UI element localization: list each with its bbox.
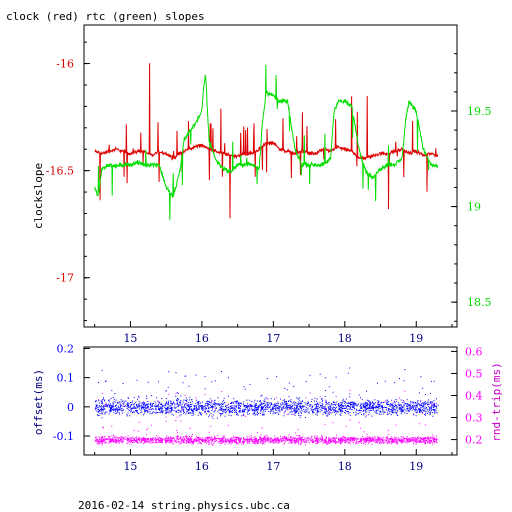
- scatter-points-rnd-trip: [94, 389, 439, 446]
- top-left-y-tick-label: -16.5: [46, 165, 74, 178]
- top-x-tick-label: 15: [123, 332, 137, 345]
- series-line-clock: [94, 63, 439, 219]
- bottom-right-y-tick-label: 0.2: [465, 434, 483, 447]
- top-left-y-tick-label: -17: [56, 272, 74, 285]
- bottom-plot-area: [94, 367, 439, 446]
- series-line-rtc: [94, 64, 439, 220]
- bottom-left-y-tick-label: -0.1: [53, 430, 74, 443]
- top-x-tick-label: 16: [195, 332, 209, 345]
- series-points-rnd-trip: [94, 389, 439, 446]
- bottom-x-tick-label: 15: [123, 460, 137, 473]
- bottom-plot-frame: [83, 346, 458, 456]
- bottom-right-y-tick-label: 0.4: [465, 389, 483, 402]
- bottom-x-tick-label: 19: [409, 460, 423, 473]
- top-plot-area: [94, 63, 439, 220]
- top-x-tick-label: 17: [266, 332, 280, 345]
- bottom-left-y-axis-label: offset(ms): [32, 369, 45, 435]
- bottom-x-tick-label: 18: [338, 460, 352, 473]
- series-points-offset: [94, 367, 439, 419]
- scatter-points-offset: [94, 367, 439, 419]
- bottom-right-y-tick-label: 0.5: [465, 367, 483, 380]
- bottom-axes: 15 16 17 18 19 0.2 0.1 0 -0.1 0.6 0.5 0.4 0.3 0.2: [53, 342, 483, 473]
- top-x-tick-label: 18: [338, 332, 352, 345]
- top-right-y-tick-label: 19.5: [467, 105, 492, 118]
- top-axes: 15 16 17 18 19 -16 -16.5 -17 19.5 19 18.5: [46, 41, 492, 345]
- bottom-left-y-tick-label: 0.2: [57, 342, 75, 355]
- bottom-right-y-tick-label: 0.6: [465, 345, 483, 358]
- top-left-y-tick-label: -16: [56, 58, 74, 71]
- bottom-right-y-tick-label: 0.3: [465, 412, 483, 425]
- bottom-x-tick-label: 16: [195, 460, 209, 473]
- top-plot-frame: [83, 24, 458, 328]
- bottom-left-y-tick-label: 0: [67, 401, 74, 414]
- chart-title: clock (red) rtc (green) slopes: [6, 10, 205, 23]
- top-y-axis-label: clockslope: [32, 163, 45, 229]
- top-right-y-tick-label: 19: [467, 201, 481, 214]
- top-x-tick-label: 19: [409, 332, 423, 345]
- top-right-y-tick-label: 18.5: [467, 296, 492, 309]
- bottom-right-y-axis-label: rnd-trip(ms): [490, 362, 503, 441]
- bottom-x-tick-label: 17: [266, 460, 280, 473]
- bottom-left-y-tick-label: 0.1: [57, 372, 75, 385]
- footer-text: 2016-02-14 string.physics.ubc.ca: [78, 499, 290, 512]
